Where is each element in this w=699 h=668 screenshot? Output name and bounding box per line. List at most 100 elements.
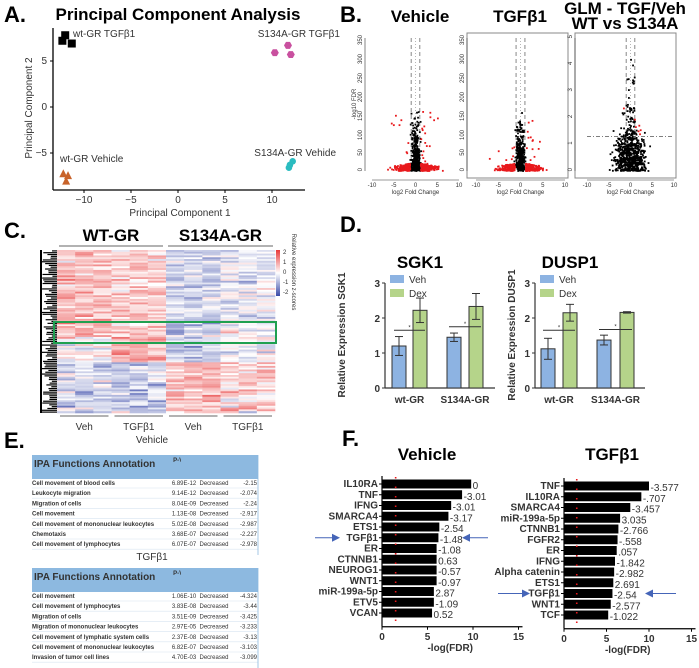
significant-gene-point	[392, 169, 395, 171]
significant-gene-point	[529, 164, 532, 166]
gene-point	[637, 151, 640, 154]
heatmap-cell	[147, 351, 167, 354]
heatmap-cell	[238, 280, 258, 283]
heatmap-cell	[238, 269, 258, 273]
heatmap-cell	[238, 327, 258, 330]
heatmap-cell	[93, 259, 112, 262]
gene-point	[627, 154, 630, 157]
significant-gene-point	[637, 130, 640, 133]
significant-gene-point	[527, 136, 530, 139]
gene-point	[643, 131, 646, 134]
heatmap-cell	[57, 373, 76, 376]
gene-point	[519, 160, 522, 163]
significant-gene-point	[505, 164, 508, 166]
heatmap-cell	[75, 311, 94, 314]
z-score-label: -1.08	[438, 546, 461, 557]
heatmap-cell	[166, 275, 185, 278]
heatmap-cell	[202, 298, 221, 302]
significant-gene-point	[539, 140, 541, 143]
gene-point	[519, 124, 522, 126]
heatmap-cell	[256, 365, 276, 369]
heatmap-cell	[238, 391, 258, 394]
heatmap-cell	[75, 389, 94, 392]
heatmap-cell	[57, 307, 76, 311]
heatmap-cell	[238, 288, 258, 291]
gene-point	[633, 107, 635, 109]
heatmap-cell	[111, 322, 130, 325]
heatmap-cell	[166, 273, 185, 276]
gene-point	[639, 169, 642, 172]
heatmap-cell	[93, 362, 112, 365]
significant-gene-point	[502, 169, 505, 172]
gene-point	[634, 158, 637, 160]
significant-gene-point	[430, 168, 433, 171]
gene-point	[615, 144, 617, 147]
heatmap-cell	[129, 402, 149, 405]
gene-point	[413, 137, 416, 139]
gene-point	[414, 123, 417, 126]
heatmap-cell	[75, 338, 94, 341]
gene-point	[628, 150, 631, 153]
gene-point	[638, 163, 640, 166]
x-axis-title: -log(FDR)	[427, 643, 473, 654]
heatmap-cell	[166, 374, 185, 378]
significant-gene-point	[527, 164, 530, 167]
hexagon-marker	[270, 49, 279, 57]
heatmap-cell	[93, 255, 112, 258]
heatmap-cell	[93, 282, 112, 285]
heatmap-cell	[93, 288, 112, 291]
heatmap-cell	[57, 311, 76, 314]
heatmap-cell	[75, 344, 94, 347]
gene-point	[631, 169, 634, 172]
significant-gene-point	[426, 162, 429, 165]
volcano-panel: Vehicle-10 -5 0 5 10050100150200250300350log…	[352, 0, 686, 196]
significant-gene-point	[530, 169, 532, 172]
gene-point	[620, 168, 623, 171]
z-score-label: -.558	[619, 537, 642, 548]
gene-point	[620, 135, 623, 138]
heatmap-cell	[147, 387, 167, 390]
heatmap-cell	[75, 394, 94, 397]
heatmap-cell	[220, 288, 239, 291]
gene-point	[519, 156, 522, 159]
heatmap-cell	[220, 291, 239, 294]
significant-gene-point	[391, 168, 393, 171]
heatmap-cell	[129, 385, 149, 388]
heatmap-cell	[111, 335, 130, 338]
x-tick-label: 5	[604, 634, 610, 645]
heatmap-cell	[238, 333, 258, 336]
significant-gene-point	[497, 165, 499, 168]
heatmap-cell	[220, 313, 239, 316]
regulator-label: FGFR2	[527, 535, 560, 546]
heatmap-cell	[111, 318, 130, 321]
significant-gene-point	[529, 167, 532, 170]
gene-point	[629, 166, 632, 168]
z-score-label: -0.97	[438, 578, 461, 589]
y-tick-label: 2	[568, 114, 574, 118]
heatmap-cell	[238, 382, 258, 385]
heatmap-cell	[220, 336, 239, 340]
heatmap-cell	[166, 300, 185, 303]
gene-point	[641, 140, 644, 142]
heatmap-cell	[75, 324, 94, 327]
heatmap-cell	[147, 402, 167, 405]
y-tick-label: 5	[568, 34, 574, 38]
heatmap-cell	[93, 349, 112, 352]
heatmap-cell	[256, 318, 276, 321]
gene-point	[418, 154, 421, 157]
heatmap-cell	[166, 250, 185, 253]
gene-point	[627, 78, 630, 81]
gene-point	[634, 161, 637, 164]
gene-point	[626, 157, 629, 160]
significant-gene-point	[526, 165, 529, 168]
significant-gene-point	[500, 168, 503, 171]
significant-gene-point	[502, 165, 504, 168]
colorbar-tick: 0	[283, 270, 287, 276]
gene-point	[631, 132, 634, 134]
heatmap-cell	[202, 262, 221, 265]
x-tick-label: 0	[519, 183, 523, 189]
heatmap-cell	[220, 335, 239, 338]
gene-point	[415, 125, 418, 128]
heatmap-cell	[238, 411, 258, 414]
significant-gene-point	[538, 169, 540, 171]
